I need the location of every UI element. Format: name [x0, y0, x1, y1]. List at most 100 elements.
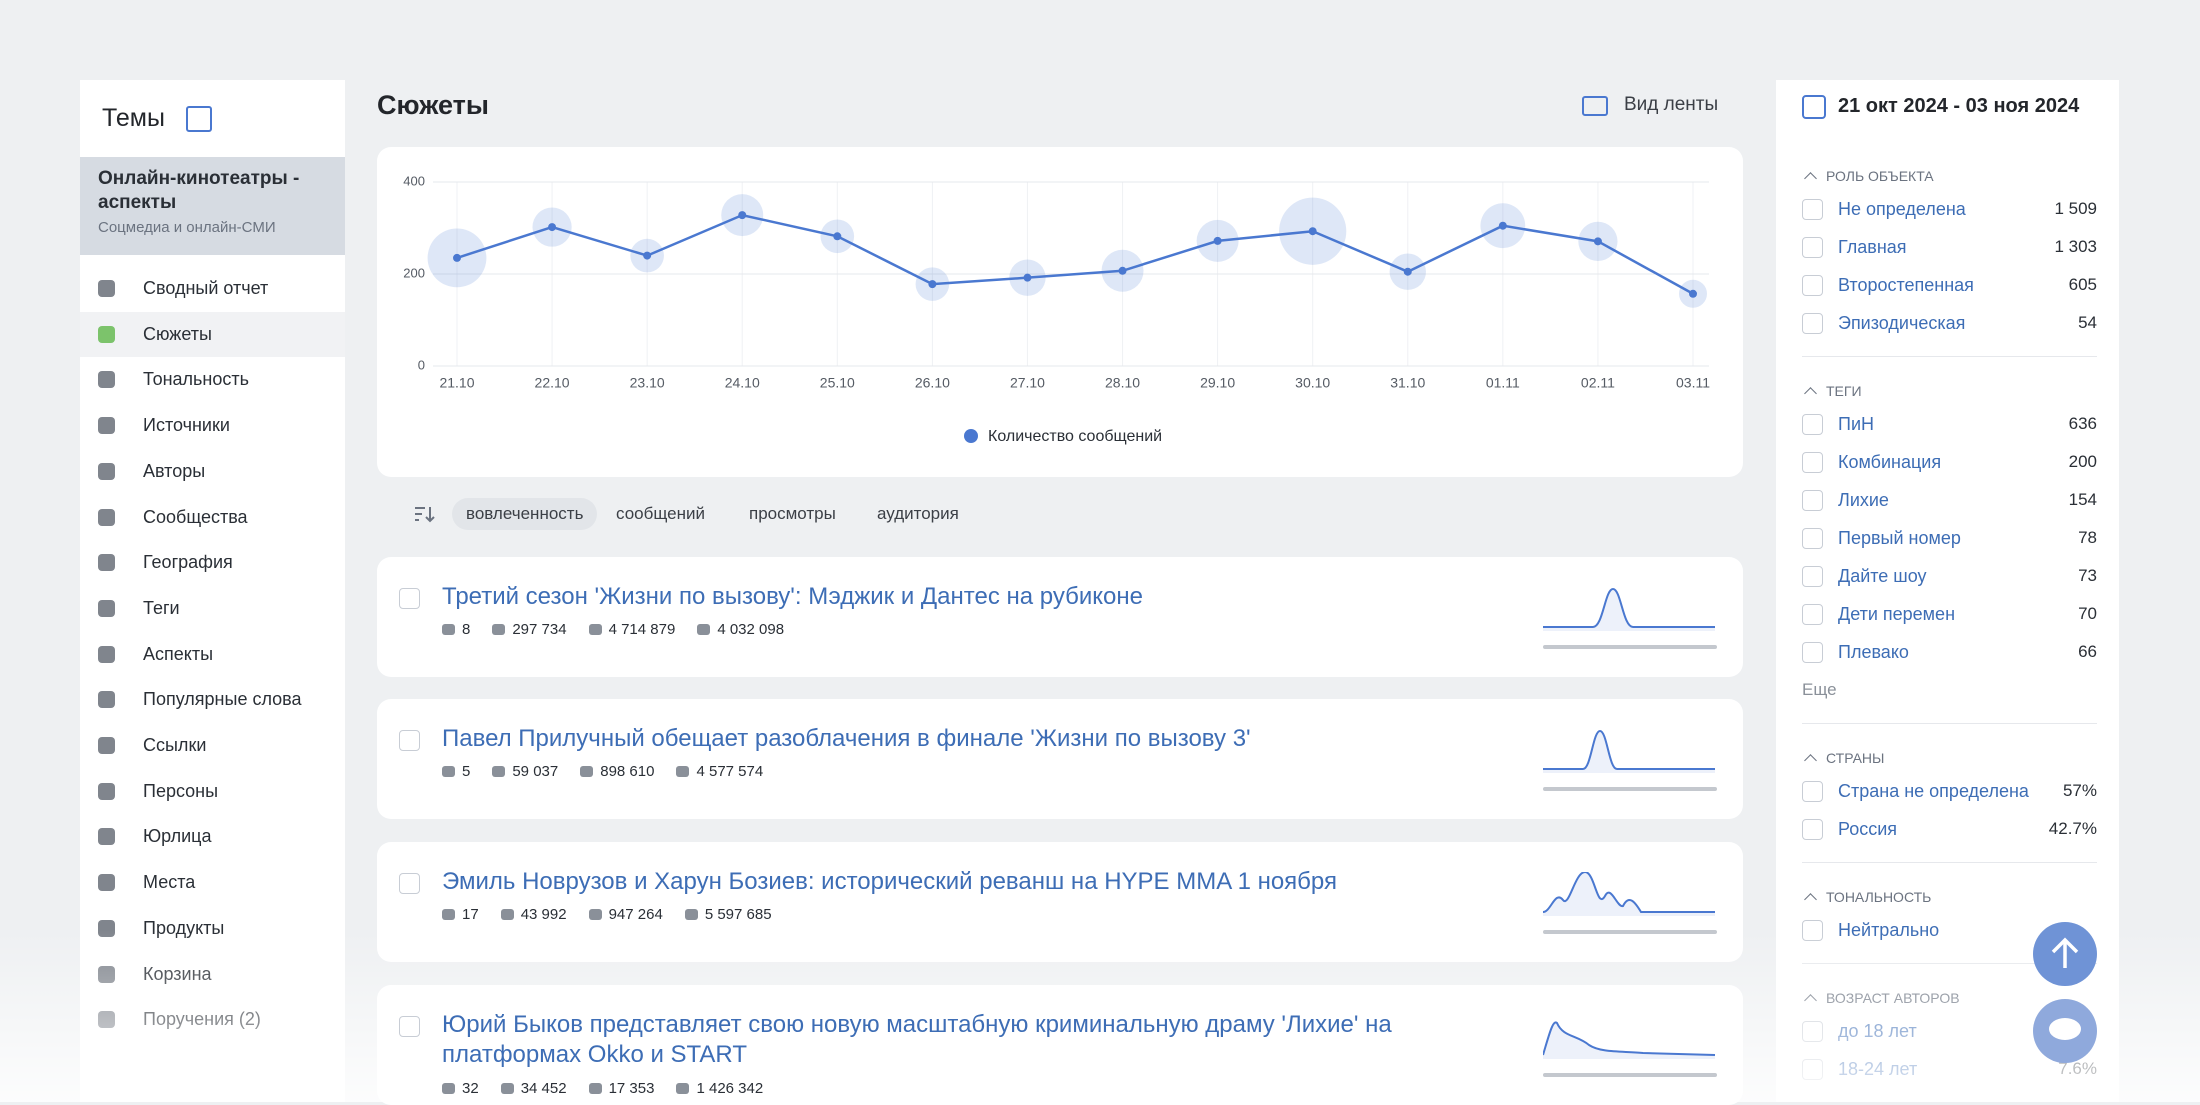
filter-checkbox[interactable]: [1802, 490, 1823, 511]
filter-item[interactable]: Плевако 66: [1802, 633, 2097, 671]
filter-item[interactable]: Первый номер 78: [1802, 519, 2097, 557]
stat-value: 4 032 098: [717, 621, 785, 638]
point: [1593, 237, 1602, 246]
filter-label: Эпизодическая: [1838, 313, 1966, 333]
filter-item[interactable]: Второстепенная 605: [1802, 266, 2097, 304]
filter-label: Россия: [1838, 819, 1898, 839]
add-topic-button[interactable]: [186, 106, 212, 132]
filter-item[interactable]: Дайте шоу 73: [1802, 557, 2097, 595]
point: [1689, 289, 1697, 298]
story-checkbox[interactable]: [399, 873, 420, 894]
filter-checkbox[interactable]: [1802, 566, 1823, 587]
stat-icon: [442, 766, 455, 777]
filter-group-title[interactable]: ТЕГИ: [1802, 377, 2097, 405]
stat: 4 032 098: [697, 621, 784, 638]
stat-value: 59 037: [512, 763, 559, 780]
filter-item[interactable]: Страна не определена 57%: [1802, 772, 2097, 810]
filter-item[interactable]: Эпизодическая 54: [1802, 304, 2097, 342]
filter-checkbox[interactable]: [1802, 528, 1823, 549]
story-stats: 17 43 992 947 264 5 597 685: [442, 906, 794, 923]
filter-group: СТРАНЫ Страна не определена 57% Россия 42.7%: [1802, 723, 2097, 862]
sort-option[interactable]: просмотры: [749, 504, 836, 523]
stat-value: 17: [462, 906, 479, 923]
filter-checkbox[interactable]: [1802, 452, 1823, 473]
topic-card[interactable]: Онлайн-кинотеатры - аспекты Соцмедиа и о…: [80, 157, 345, 255]
filter-checkbox[interactable]: [1802, 642, 1823, 663]
sort-option[interactable]: вовлеченность: [452, 498, 598, 530]
filter-checkbox[interactable]: [1802, 237, 1823, 258]
filter-checkbox[interactable]: [1802, 414, 1823, 435]
stat-icon: [676, 766, 690, 777]
filter-item[interactable]: Россия 42.7%: [1802, 810, 2097, 848]
more-link[interactable]: Еще: [1802, 680, 1837, 699]
scroll-top-button[interactable]: [2033, 922, 2097, 986]
x-tick-label: 30.10: [1295, 375, 1330, 391]
story-stats: 5 59 037 898 610 4 577 574: [442, 763, 785, 780]
stat-icon: [442, 1083, 455, 1094]
nav-item[interactable]: Места: [80, 860, 345, 905]
chat-button[interactable]: [2033, 999, 2097, 1063]
filter-checkbox[interactable]: [1802, 313, 1823, 334]
x-tick-label: 22.10: [535, 375, 570, 391]
nav-label: Популярные слова: [143, 689, 302, 710]
nav-icon: [98, 874, 115, 892]
filter-item[interactable]: Не определена 1 509: [1802, 190, 2097, 228]
nav-item[interactable]: Сообщества: [80, 495, 345, 540]
view-icon: [1582, 96, 1608, 116]
nav-icon: [98, 828, 115, 846]
nav-item[interactable]: Авторы: [80, 449, 345, 494]
nav-icon: [98, 462, 115, 480]
story-title[interactable]: Павел Прилучный обещает разоблачения в ф…: [442, 725, 1251, 752]
filter-item[interactable]: Главная 1 303: [1802, 228, 2097, 266]
stat-value: 1 426 342: [696, 1080, 764, 1097]
story-checkbox[interactable]: [399, 1016, 420, 1037]
story-checkbox[interactable]: [399, 588, 420, 609]
calendar-icon[interactable]: [1802, 95, 1826, 119]
sort-option[interactable]: аудитория: [877, 504, 959, 523]
nav-item[interactable]: Персоны: [80, 769, 345, 814]
nav-label: Сообщества: [143, 506, 248, 527]
nav-item[interactable]: Популярные слова: [80, 677, 345, 722]
nav-item[interactable]: Теги: [80, 586, 345, 631]
nav-item[interactable]: Источники: [80, 403, 345, 448]
filter-group-title[interactable]: ТОНАЛЬНОСТЬ: [1802, 883, 2097, 911]
filter-checkbox[interactable]: [1802, 781, 1823, 802]
filter-count: 57%: [2062, 781, 2097, 800]
nav-item[interactable]: География: [80, 540, 345, 585]
sort-option[interactable]: сообщений: [616, 504, 705, 523]
nav-item[interactable]: Аспекты: [80, 632, 345, 677]
filter-item[interactable]: Комбинация 200: [1802, 443, 2097, 481]
filter-checkbox[interactable]: [1802, 275, 1823, 296]
filter-label: Дети перемен: [1838, 604, 1956, 624]
sort-icon[interactable]: [413, 504, 435, 524]
view-toggle[interactable]: Вид ленты: [1582, 94, 1718, 116]
story-title[interactable]: Эмиль Новрузов и Харун Бозиев: историчес…: [442, 868, 1337, 895]
filter-count: 54: [2078, 313, 2097, 332]
story-checkbox[interactable]: [399, 730, 420, 751]
nav-label: География: [143, 552, 233, 573]
date-range[interactable]: 21 окт 2024 - 03 ноя 2024: [1838, 95, 2080, 117]
stat: 17 353: [588, 1080, 654, 1097]
stat-value: 34 452: [520, 1080, 567, 1097]
filter-item[interactable]: ПиН 636: [1802, 405, 2097, 443]
nav-item[interactable]: Ссылки: [80, 723, 345, 768]
stat-icon: [442, 909, 455, 920]
y-tick-label: 400: [403, 173, 425, 188]
filter-checkbox[interactable]: [1802, 819, 1823, 840]
nav-item[interactable]: Сюжеты: [80, 311, 345, 357]
nav-item[interactable]: Сводный отчет: [80, 266, 345, 311]
nav-item[interactable]: Тональность: [80, 357, 345, 402]
filter-group-title[interactable]: РОЛЬ ОБЪЕКТА: [1802, 162, 2097, 190]
stat: 1 426 342: [676, 1080, 763, 1097]
nav-item[interactable]: Юрлица: [80, 814, 345, 859]
filter-checkbox[interactable]: [1802, 199, 1823, 220]
filter-checkbox[interactable]: [1802, 604, 1823, 625]
filter-item[interactable]: Лихие 154: [1802, 481, 2097, 519]
point: [1213, 236, 1222, 245]
page-title: Сюжеты: [377, 90, 489, 120]
filter-count: 70: [2078, 604, 2097, 623]
filter-item[interactable]: Дети перемен 70: [1802, 595, 2097, 633]
story-title[interactable]: Юрий Быков представляет свою новую масшт…: [442, 1011, 1392, 1068]
filter-group-title[interactable]: СТРАНЫ: [1802, 744, 2097, 772]
story-title[interactable]: Третий сезон 'Жизни по вызову': Мэджик и…: [442, 583, 1143, 610]
